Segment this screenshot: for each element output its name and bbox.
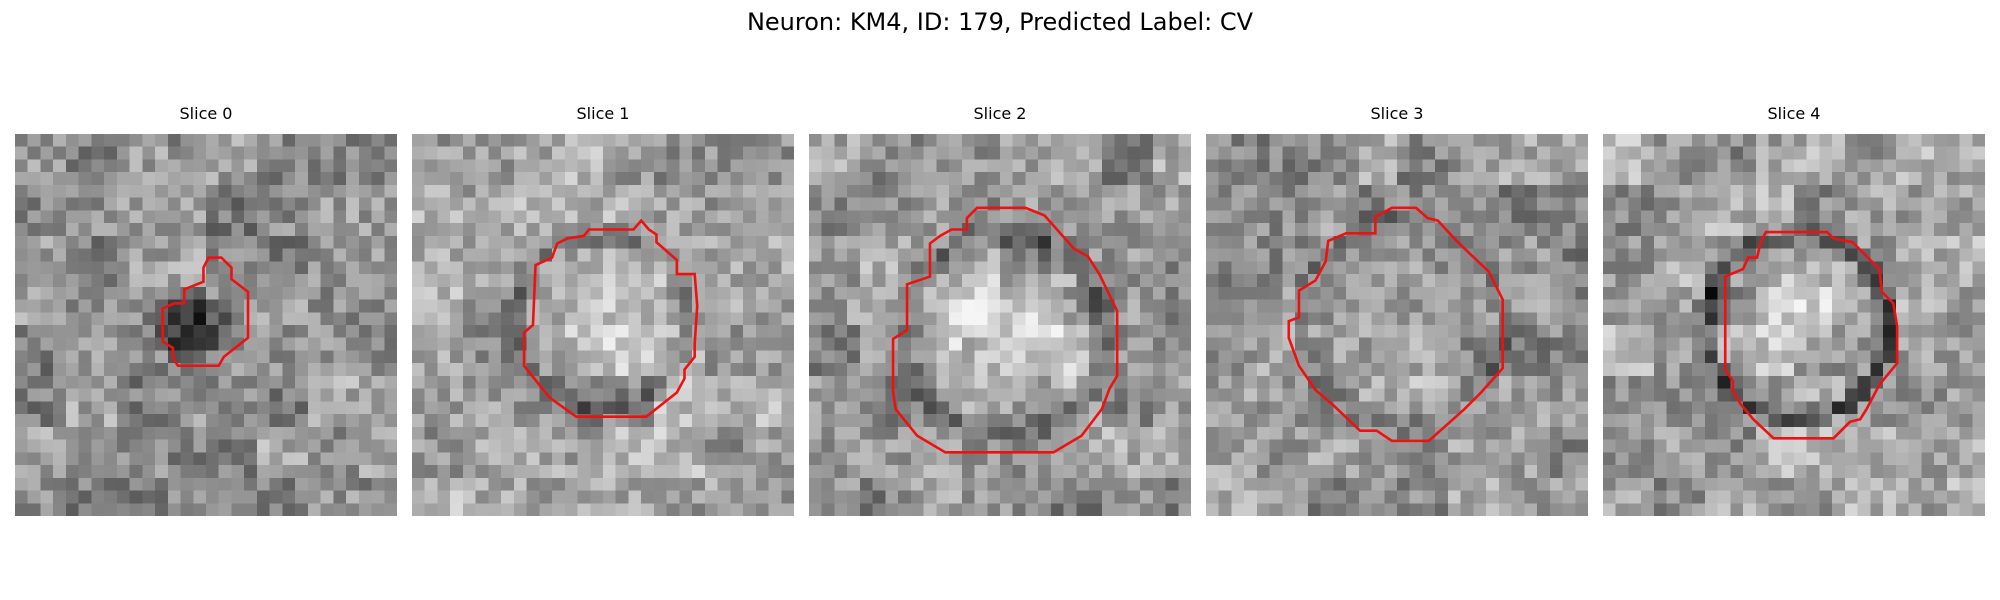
slice-image	[1206, 134, 1588, 516]
contour-overlay	[809, 134, 1191, 516]
figure-title: Neuron: KM4, ID: 179, Predicted Label: C…	[746, 8, 1254, 36]
slice-title: Slice 2	[973, 104, 1027, 123]
slice-image	[1603, 134, 1985, 516]
segmentation-contour	[524, 221, 697, 417]
contour-overlay	[15, 134, 397, 516]
slice-panel-3: Slice 3	[1206, 104, 1588, 516]
contour-overlay	[412, 134, 794, 516]
slice-panel-2: Slice 2	[809, 104, 1191, 516]
segmentation-contour	[1725, 232, 1897, 438]
slice-panel-1: Slice 1	[412, 104, 794, 516]
segmentation-contour	[163, 258, 248, 366]
slice-image	[15, 134, 397, 516]
contour-overlay	[1206, 134, 1588, 516]
slice-title: Slice 4	[1767, 104, 1821, 123]
contour-overlay	[1603, 134, 1985, 516]
slice-image	[412, 134, 794, 516]
segmentation-contour	[1289, 208, 1503, 441]
segmentation-contour	[893, 208, 1117, 452]
slice-panel-4: Slice 4	[1603, 104, 1985, 516]
slice-title: Slice 0	[179, 104, 233, 123]
slice-title: Slice 3	[1370, 104, 1424, 123]
slice-panel-0: Slice 0	[15, 104, 397, 516]
slice-title: Slice 1	[576, 104, 630, 123]
